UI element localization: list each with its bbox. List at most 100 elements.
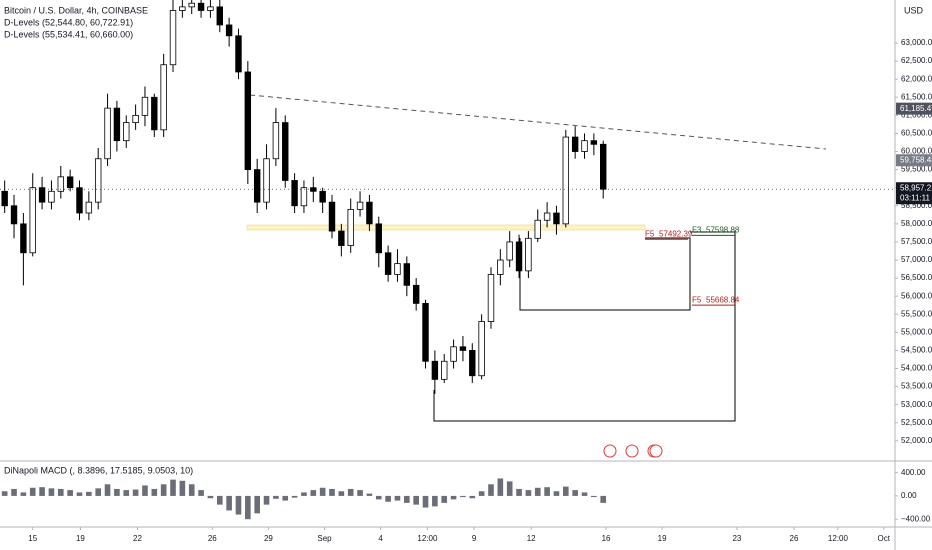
candle-body (216, 6, 223, 26)
histogram-bar (132, 489, 139, 496)
histogram-bar (29, 487, 36, 496)
histogram-bar (86, 491, 92, 496)
x-tick-label: 9 (472, 534, 477, 543)
y-tick-label: 54,000.00 (901, 364, 932, 373)
level-name: F5 (692, 295, 702, 304)
histogram-bar (151, 488, 158, 496)
price-badge-label: 59,758.43 (900, 155, 932, 164)
candle-body (29, 187, 36, 254)
candle-body (188, 2, 195, 8)
event-icons (603, 444, 663, 458)
candle-body (356, 201, 364, 210)
level-value: 55668.84 (706, 295, 740, 304)
x-tick-label: 26 (208, 534, 217, 543)
histogram-bar (375, 495, 382, 500)
candle-body (66, 176, 74, 189)
histogram-bar (245, 495, 251, 520)
candle-body (282, 122, 289, 181)
x-tick-label: 19 (658, 534, 667, 543)
candle-body (113, 107, 121, 142)
candle-body (57, 176, 64, 192)
y-tick-label: 59,500.00 (901, 165, 932, 174)
histogram-bar (226, 495, 232, 511)
x-tick-label: Oct (878, 534, 891, 543)
candle-body (94, 158, 102, 203)
macd-title: DiNapoli MACD (, 8.3896, 17.5185, 9.0503… (4, 465, 193, 475)
macd-pane (1, 478, 607, 520)
x-tick-label: 12:00 (828, 534, 849, 543)
candle-body (525, 237, 532, 272)
candle-body (366, 201, 373, 225)
candle-body (253, 169, 261, 203)
candle-body (412, 284, 420, 304)
candle-body (225, 24, 233, 37)
histogram-bar (1, 491, 8, 496)
histogram-bar (562, 486, 569, 496)
candle-body (20, 223, 27, 254)
candle-body (422, 303, 429, 362)
indicator-label: D-Levels (55,534.41, 60,660.00) (4, 29, 133, 39)
candle-body (581, 140, 588, 152)
candle-body (384, 252, 392, 275)
histogram-bar (581, 492, 588, 496)
indicator-label: D-Levels (52,544.80, 60,722.91) (4, 17, 133, 27)
last-price-label: 58,957.21 (900, 183, 932, 192)
histogram-bar (104, 484, 111, 496)
candle-body (600, 143, 607, 190)
histogram-bar (188, 484, 195, 496)
candle-body (534, 219, 541, 239)
histogram-bar (216, 495, 223, 505)
histogram-bar (357, 490, 363, 496)
histogram-bar (338, 491, 345, 496)
candle-body (506, 241, 513, 261)
candle-body (160, 64, 167, 131)
histogram-bar (76, 492, 83, 496)
candle-body (235, 35, 242, 73)
histogram-bar (20, 492, 27, 496)
candle-body (272, 122, 280, 160)
histogram-bar (254, 495, 260, 514)
candle-body (179, 6, 186, 11)
histogram-bar (478, 491, 485, 496)
candle-body (244, 71, 252, 171)
candle-body (123, 122, 130, 142)
candle-body (338, 230, 345, 246)
histogram-bar (235, 495, 242, 515)
x-tick-label: 22 (133, 534, 142, 543)
currency: USD (904, 5, 924, 15)
y-tick-label: 61,000.00 (901, 110, 932, 119)
x-tick-label: 19 (76, 534, 85, 543)
axes: 52,000.00 52,500.00 53,000.00 53,500.00 54,0… (28, 38, 932, 543)
y-tick-label: 60,500.00 (901, 129, 932, 138)
histogram-bar (432, 495, 438, 507)
y-tick-label: 55,500.00 (901, 309, 932, 318)
candle-body (562, 136, 570, 225)
candle-body (515, 241, 523, 272)
candle-body (76, 187, 83, 214)
histogram-bar (198, 490, 204, 496)
y-tick-label: 400.00 (901, 468, 926, 477)
histogram-bar (516, 488, 522, 496)
x-tick-label: 15 (28, 534, 37, 543)
histogram-bar (179, 480, 186, 496)
histogram-bar (291, 495, 298, 498)
histogram-bar (263, 495, 270, 505)
candle-body (553, 212, 560, 225)
histogram-bar (525, 490, 532, 496)
candle-body (431, 360, 439, 380)
box (519, 237, 691, 311)
candle-body (263, 158, 270, 203)
candle-body (403, 263, 411, 286)
y-tick-label: 62,000.00 (901, 74, 932, 83)
y-tick-label: 56,500.00 (901, 273, 932, 282)
y-tick-label: 54,500.00 (901, 346, 932, 355)
main-pane (0, 0, 895, 394)
histogram-bar (591, 495, 597, 498)
candle-body (441, 360, 448, 380)
candle-body (347, 208, 354, 246)
histogram-bar (319, 487, 326, 496)
candle-body (310, 187, 317, 192)
histogram-bar (39, 487, 45, 496)
countdown: 03:11:11 (900, 193, 931, 202)
